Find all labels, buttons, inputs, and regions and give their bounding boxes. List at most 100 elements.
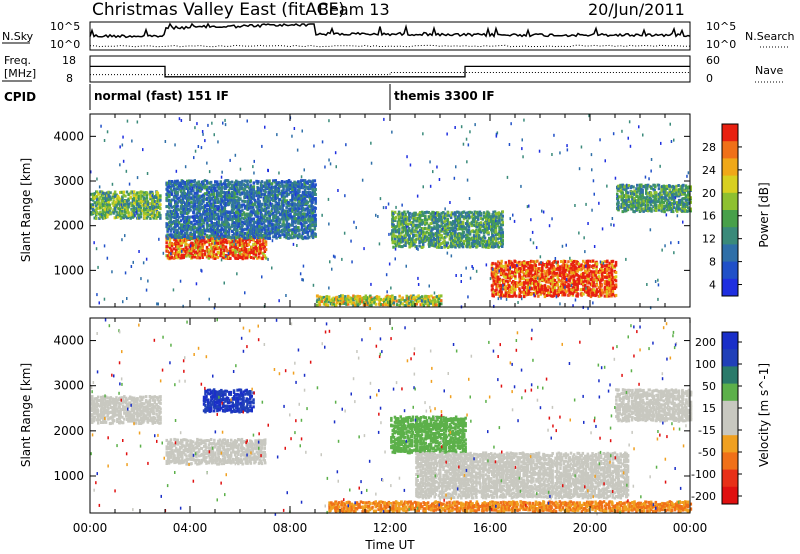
data-cell (462, 217, 466, 221)
data-cell (466, 233, 469, 237)
data-cell (264, 240, 268, 244)
data-cell (210, 205, 213, 209)
data-cell (179, 229, 183, 233)
data-cell (395, 303, 399, 307)
data-cell (548, 280, 551, 284)
data-cell (231, 185, 234, 189)
data-cell (394, 215, 398, 219)
data-cell (198, 256, 201, 260)
data-cell (523, 287, 526, 291)
data-cell (210, 231, 213, 235)
data-cell (203, 204, 207, 208)
data-cell (190, 228, 193, 232)
data-cell (176, 240, 179, 244)
data-cell (209, 255, 213, 259)
data-cell (244, 247, 248, 251)
data-cell (216, 222, 219, 226)
data-cell (208, 238, 211, 242)
data-cell (253, 220, 257, 224)
data-cell (112, 199, 115, 203)
data-cell (270, 225, 274, 229)
data-cell (276, 193, 279, 197)
data-cell (243, 231, 247, 235)
data-cell (250, 202, 253, 206)
data-cell (512, 282, 515, 286)
data-cell (256, 238, 259, 242)
data-cell (571, 271, 575, 275)
data-cell (475, 236, 478, 240)
data-cell (413, 298, 417, 302)
data-cell (277, 211, 281, 215)
data-cell (449, 221, 453, 225)
data-cell (283, 225, 286, 229)
data-cell (494, 239, 498, 243)
data-cell (267, 210, 270, 214)
data-cell (422, 221, 425, 225)
data-cell (497, 284, 500, 288)
data-cell (408, 219, 411, 223)
data-cell (301, 201, 305, 205)
data-cell (401, 296, 404, 300)
data-cell (291, 221, 294, 225)
data-cell (311, 222, 315, 226)
data-cell (228, 192, 232, 196)
data-cell (404, 231, 408, 235)
data-cell (297, 198, 300, 202)
data-cell (145, 198, 149, 202)
data-cell (121, 190, 124, 194)
data-cell (220, 207, 224, 211)
data-cell (206, 208, 209, 211)
data-cell (499, 287, 503, 291)
data-cell (130, 207, 133, 211)
data-cell (549, 271, 553, 274)
data-cell (344, 295, 347, 299)
data-cell (149, 209, 152, 213)
data-cell (276, 208, 279, 212)
data-cell (527, 291, 530, 295)
data-cell (168, 256, 172, 260)
data-cell (285, 194, 289, 198)
data-cell (99, 203, 102, 207)
data-cell (224, 210, 227, 214)
data-cell (220, 183, 223, 187)
data-cell (175, 220, 178, 224)
data-cell (197, 180, 200, 184)
data-cell (473, 220, 477, 224)
data-cell (553, 260, 557, 263)
data-cell (398, 239, 401, 243)
data-cell (212, 232, 215, 236)
data-cell (467, 243, 471, 247)
data-cell (200, 229, 204, 233)
data-cell (466, 214, 469, 218)
data-cell (146, 214, 150, 218)
power-data-cells (90, 114, 692, 310)
data-cell (350, 296, 353, 300)
data-cell (446, 241, 450, 245)
data-cell (107, 190, 110, 194)
data-cell (464, 226, 468, 230)
data-cell (243, 187, 247, 191)
data-cell (494, 230, 498, 234)
data-cell (219, 180, 222, 184)
data-cell (409, 294, 413, 298)
noise-right-tick-high: 10^5 (706, 20, 736, 33)
data-cell (492, 224, 495, 228)
data-cell (453, 229, 457, 233)
data-cell (199, 203, 202, 207)
data-cell (227, 254, 230, 258)
data-cell (217, 221, 221, 225)
data-cell (267, 183, 270, 187)
data-cell (524, 293, 528, 297)
data-cell (501, 232, 504, 236)
data-cell (291, 218, 294, 221)
data-cell (308, 235, 311, 239)
data-cell (510, 285, 514, 289)
data-cell (226, 235, 230, 239)
data-cell (434, 226, 437, 230)
data-cell (246, 184, 249, 188)
data-cell (298, 185, 301, 189)
data-cell (239, 181, 242, 185)
data-cell (424, 221, 427, 225)
data-cell (156, 199, 160, 203)
data-cell (220, 235, 224, 239)
